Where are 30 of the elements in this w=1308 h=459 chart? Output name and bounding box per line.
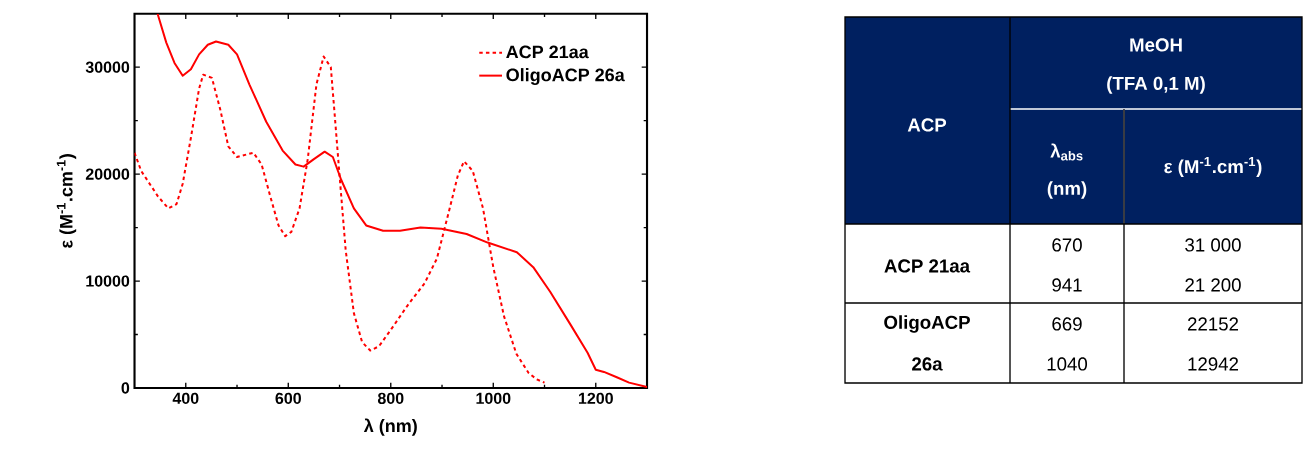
- text: 21 200: [1185, 278, 1241, 292]
- text: 941: [1052, 278, 1082, 292]
- text: ACP 21aa: [884, 259, 971, 273]
- text: ε (M$^{-1}$.cm$^{-1}$): [1164, 157, 1262, 177]
- y-axis-title: ε (M$^{-1}$.cm$^{-1}$): [56, 154, 77, 248]
- text: 670: [1052, 238, 1082, 252]
- text: 26a: [912, 357, 943, 371]
- y-tick-label: 10000: [86, 275, 130, 287]
- text: ACP: [907, 118, 947, 132]
- text: 1040: [1047, 357, 1088, 371]
- y-tick-label: 0: [121, 382, 130, 394]
- text: MeOH: [1130, 38, 1182, 52]
- x-tick-label: 800: [377, 392, 404, 405]
- text: 12942: [1188, 357, 1239, 371]
- text: (nm): [1047, 181, 1087, 199]
- text: 669: [1052, 317, 1082, 331]
- x-tick-label: 400: [172, 392, 199, 405]
- y-tick-label: 20000: [85, 168, 130, 180]
- x-tick-label: 600: [275, 392, 301, 405]
- text: λ$_{abs}$: [1050, 143, 1083, 161]
- x-axis-title: λ (nm): [363, 418, 417, 436]
- legend-label: ACP 21aa: [506, 45, 589, 59]
- text: 22152: [1187, 317, 1239, 331]
- text: OligoACP: [884, 315, 970, 333]
- y-tick-label: 30000: [85, 61, 130, 73]
- text: 31 000: [1185, 238, 1241, 252]
- legend-label: OligoACP 26a: [506, 68, 625, 85]
- x-tick-label: 1200: [578, 392, 613, 405]
- text: (TFA 0,1 M): [1107, 76, 1205, 94]
- x-tick-label: 1000: [476, 392, 511, 405]
